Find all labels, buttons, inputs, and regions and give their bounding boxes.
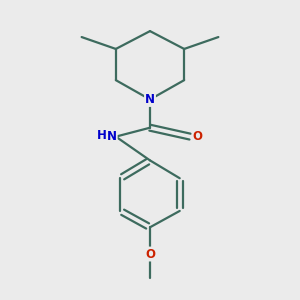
Text: O: O xyxy=(145,248,155,260)
Text: N: N xyxy=(107,130,117,142)
Text: O: O xyxy=(193,130,202,143)
Text: N: N xyxy=(145,93,155,106)
Text: H: H xyxy=(97,129,106,142)
